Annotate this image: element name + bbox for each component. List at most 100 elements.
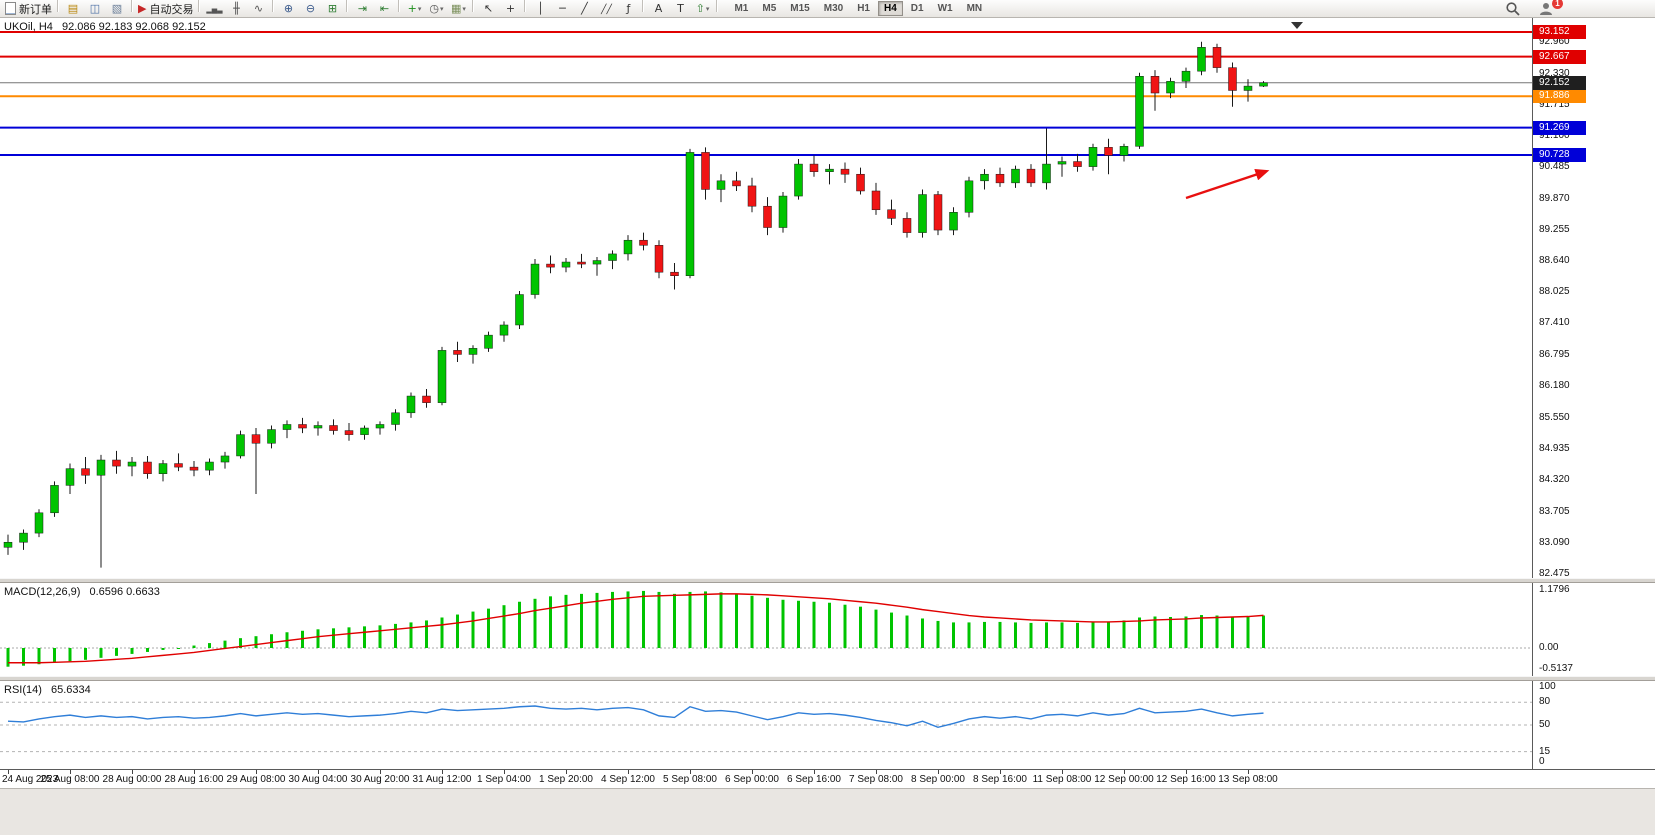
chart-plot-area[interactable] bbox=[0, 18, 1532, 578]
candlestick-chart-icon[interactable]: ╫ bbox=[225, 1, 247, 17]
tile-windows-icon[interactable]: ⊞ bbox=[321, 1, 343, 17]
rsi-plot-area[interactable] bbox=[0, 681, 1532, 769]
panel-splitter[interactable] bbox=[0, 676, 1655, 681]
zoom-out-icon[interactable]: ⊖ bbox=[299, 1, 321, 17]
price-tick: 84.320 bbox=[1539, 474, 1570, 486]
candle bbox=[143, 455, 152, 479]
arrows-dropdown-icon[interactable]: ⇧ ▾ bbox=[691, 1, 713, 17]
candle bbox=[778, 191, 788, 233]
time-tick bbox=[318, 770, 319, 774]
macd-plot-area[interactable] bbox=[0, 583, 1532, 676]
timeframe-m15[interactable]: M15 bbox=[790, 3, 810, 14]
candle bbox=[887, 199, 896, 225]
time-axis-label: 28 Aug 16:00 bbox=[164, 774, 224, 785]
time-axis-label: 6 Sep 16:00 bbox=[787, 774, 841, 785]
candle bbox=[964, 176, 974, 218]
crosshair-icon[interactable]: + bbox=[499, 1, 521, 17]
price-tick: 89.255 bbox=[1539, 223, 1570, 235]
market-watch-icon[interactable]: ▤ bbox=[62, 1, 84, 17]
chart-shift-icon[interactable]: ⇤ bbox=[373, 1, 395, 17]
timeframe-mn[interactable]: MN bbox=[966, 3, 983, 14]
panel-splitter[interactable] bbox=[0, 578, 1655, 583]
time-axis-label: 12 Sep 00:00 bbox=[1094, 774, 1154, 785]
autotrading-button[interactable]: ▶ 自动交易 bbox=[136, 1, 195, 17]
candle bbox=[809, 155, 819, 177]
bar-chart-icon-glyph: ▂▅▃ bbox=[206, 6, 223, 14]
trendline-icon[interactable]: ╱ bbox=[573, 1, 595, 17]
macd-scale[interactable]: 1.1796 0.00 -0.5137 bbox=[1532, 583, 1655, 676]
chart-shift-marker[interactable] bbox=[1291, 22, 1303, 29]
macd-histogram bbox=[6, 590, 1265, 667]
time-axis-label: 5 Sep 08:00 bbox=[663, 774, 717, 785]
timeframe-m1[interactable]: M1 bbox=[734, 3, 749, 14]
arrow-annotation[interactable] bbox=[1185, 168, 1270, 200]
notifications-button[interactable]: 1 bbox=[1535, 0, 1563, 17]
candle bbox=[856, 167, 865, 195]
price-line-label: 92.667 bbox=[1533, 49, 1586, 64]
candle bbox=[933, 190, 943, 236]
price-tick: 83.090 bbox=[1539, 536, 1570, 548]
macd-label: MACD(12,26,9) 0.6596 0.6633 bbox=[4, 586, 160, 598]
templates-icon[interactable]: ▦ ▾ bbox=[447, 1, 469, 17]
macd-signal-line bbox=[8, 593, 1264, 664]
periods-icon[interactable]: ◷ ▾ bbox=[425, 1, 447, 17]
timeframe-h1[interactable]: H1 bbox=[857, 3, 870, 14]
fibonacci-icon[interactable]: ƒ bbox=[617, 1, 639, 17]
horizontal-line-icon[interactable]: ─ bbox=[551, 1, 573, 17]
time-axis[interactable]: 24 Aug 2023 25 Aug 08:00 28 Aug 00:00 28 Au… bbox=[0, 769, 1655, 788]
timeframe-h4[interactable]: H4 bbox=[877, 1, 903, 16]
timeframe-d1[interactable]: D1 bbox=[910, 3, 924, 14]
new-order-button[interactable]: 新订单 bbox=[3, 1, 54, 17]
candle bbox=[422, 388, 431, 408]
price-tick: 92.960 bbox=[1539, 35, 1570, 47]
navigator-icon[interactable]: ▧ bbox=[106, 1, 128, 17]
indicator-scale-tick: -0.5137 bbox=[1539, 663, 1573, 674]
chart-panel: UKOil, H4 92.086 92.183 92.068 92.152 92… bbox=[0, 18, 1655, 579]
price-tick: 85.550 bbox=[1539, 411, 1570, 423]
cursor-icon[interactable]: ↖ bbox=[477, 1, 499, 17]
autotrading-button-glyph: ▶ bbox=[138, 2, 147, 15]
search-button[interactable] bbox=[1501, 1, 1523, 17]
price-line-label: 90.728 bbox=[1533, 148, 1586, 163]
zoom-in-icon[interactable]: ⊕ bbox=[277, 1, 299, 17]
candle bbox=[313, 421, 323, 436]
rsi-scale[interactable]: 100 80 50 15 0 bbox=[1532, 681, 1655, 769]
text-icon[interactable]: A bbox=[647, 1, 669, 17]
time-axis-label: 24 Aug 2023 bbox=[2, 774, 59, 785]
time-axis-label: 30 Aug 20:00 bbox=[350, 774, 410, 785]
text-label-icon[interactable]: T bbox=[669, 1, 691, 17]
periods-icon-glyph: ◷ bbox=[429, 2, 440, 15]
indicators-icon-glyph: + bbox=[407, 2, 417, 15]
time-axis-label: 28 Aug 00:00 bbox=[102, 774, 162, 785]
candle bbox=[205, 458, 214, 476]
vertical-line-icon[interactable]: │ bbox=[529, 1, 551, 17]
data-window-icon[interactable]: ◫ bbox=[84, 1, 106, 17]
candle bbox=[592, 256, 602, 276]
time-axis-label: 7 Sep 08:00 bbox=[849, 774, 903, 785]
candle bbox=[794, 159, 803, 200]
time-axis-label: 13 Sep 08:00 bbox=[1218, 774, 1278, 785]
timeframe-m30[interactable]: M30 bbox=[823, 3, 844, 14]
timeframe-m5[interactable]: M5 bbox=[762, 3, 777, 14]
toolbar-separator bbox=[272, 0, 275, 12]
indicator-scale-tick: 100 bbox=[1539, 681, 1556, 692]
bar-chart-icon[interactable]: ▂▅▃ bbox=[203, 2, 225, 18]
candle bbox=[949, 207, 958, 236]
arrows-dropdown-icon-glyph: ⇧ bbox=[695, 2, 705, 15]
timeframe-w1[interactable]: W1 bbox=[937, 3, 953, 14]
equidistant-channel-icon[interactable]: ╱╱ bbox=[595, 2, 617, 18]
price-scale[interactable]: 92.960 92.330 91.715 91.100 90.485 89.870 89.2… bbox=[1532, 18, 1655, 579]
candle bbox=[34, 509, 44, 538]
price-tick: 82.475 bbox=[1539, 567, 1570, 579]
candle bbox=[158, 460, 168, 482]
candle bbox=[344, 422, 354, 441]
time-axis-label: 31 Aug 12:00 bbox=[412, 774, 472, 785]
candle bbox=[1243, 79, 1253, 102]
time-tick bbox=[1124, 770, 1125, 774]
auto-scroll-icon[interactable]: ⇥ bbox=[351, 1, 373, 17]
indicator-scale-tick: 50 bbox=[1539, 719, 1551, 730]
line-chart-icon[interactable]: ∿ bbox=[247, 1, 269, 17]
indicators-icon[interactable]: + ▾ bbox=[403, 1, 425, 17]
text-icon-glyph: A bbox=[654, 2, 663, 15]
indicator-scale-tick: 0 bbox=[1539, 756, 1545, 767]
